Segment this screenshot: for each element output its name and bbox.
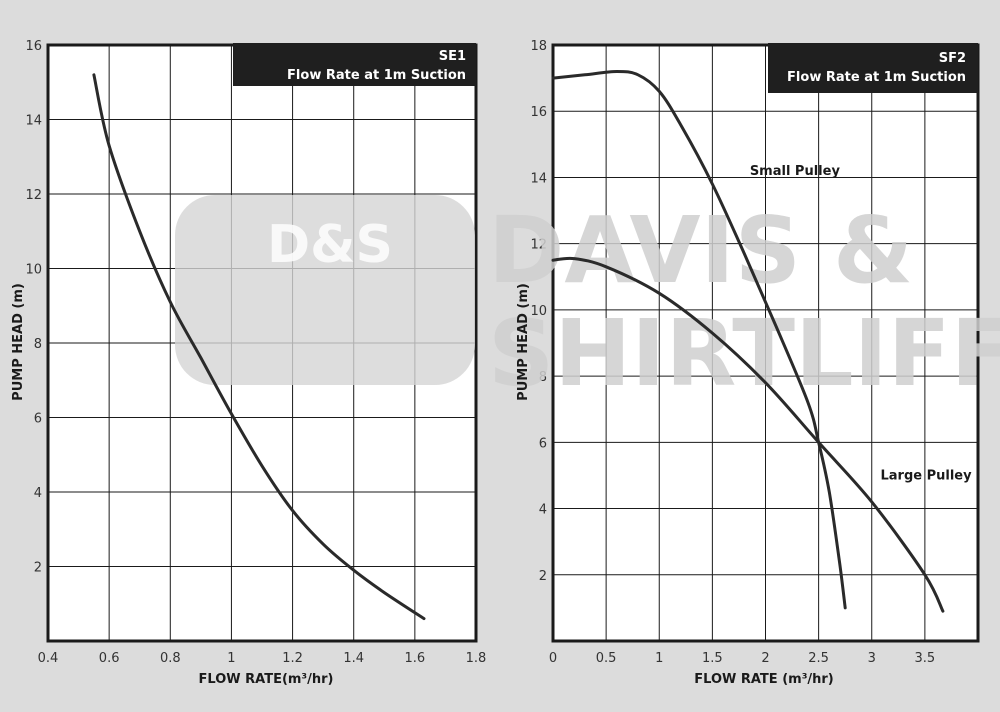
sf2-y-tick-label: 10	[530, 304, 547, 319]
sf2-series-annotation: Small Pulley	[750, 164, 841, 179]
sf2-x-tick-label: 2.5	[808, 651, 829, 666]
se1-series	[92, 73, 426, 621]
se1-x-tick-label: 1.4	[343, 651, 364, 666]
se1-y-tick-label: 2	[34, 561, 42, 576]
se1-y-tick-label: 12	[25, 188, 42, 203]
se1-y-tick-label: 14	[25, 114, 42, 129]
sf2-x-tick-label: 0.5	[596, 651, 617, 666]
sf2-x-tick-label: 3.5	[915, 651, 936, 666]
watermark-line2: SHIRTLIFF	[488, 300, 1000, 407]
se1-pump-curve	[92, 73, 426, 621]
sf2-title-box: SF2 Flow Rate at 1m Suction	[768, 43, 978, 93]
sf2-series-annotation: Large Pulley	[881, 468, 973, 483]
sf2-large-pulley-curve	[551, 256, 945, 613]
sf2-y-tick-label: 18	[530, 39, 547, 54]
se1-title-background	[233, 43, 476, 86]
watermark-line1: DAVIS &	[488, 197, 913, 304]
se1-x-ticks: 0.4 0.6 0.8 1 1.2 1.4 1.6 1.8	[38, 651, 487, 666]
se1-y-tick-label: 8	[34, 337, 42, 352]
sf2-y-tick-label: 2	[539, 569, 547, 584]
se1-x-tick-label: 1	[227, 651, 235, 666]
sf2-y-tick-label: 12	[530, 238, 547, 253]
watermark: D&S DAVIS & SHIRTLIFF	[175, 195, 1000, 407]
se1-y-ticks: 2 4 6 8 10 12 14 16	[25, 39, 42, 576]
sf2-series: Small Pulley Large Pulley	[551, 70, 973, 613]
sf2-y-tick-label: 16	[530, 105, 547, 120]
sf2-x-tick-label: 1	[655, 651, 663, 666]
se1-y-tick-label: 4	[34, 486, 42, 501]
se1-subtitle: Flow Rate at 1m Suction	[287, 68, 466, 83]
watermark-logo-shape	[175, 195, 475, 385]
sf2-x-axis-title: FLOW RATE (m³/hr)	[694, 672, 834, 687]
se1-title: SE1	[439, 49, 466, 64]
sf2-x-tick-label: 0	[549, 651, 557, 666]
se1-y-tick-label: 16	[25, 39, 42, 54]
se1-y-axis-title: PUMP HEAD (m)	[11, 283, 26, 401]
watermark-logo-text: D&S	[267, 215, 393, 275]
sf2-x-ticks: 0 0.5 1 1.5 2 2.5 3 3.5	[549, 651, 935, 666]
sf2-x-tick-label: 3	[868, 651, 876, 666]
se1-x-axis-title: FLOW RATE(m³/hr)	[199, 672, 334, 687]
se1-x-tick-label: 1.2	[282, 651, 303, 666]
sf2-title-background	[768, 43, 978, 93]
se1-x-tick-label: 0.6	[99, 651, 120, 666]
sf2-y-tick-label: 4	[539, 503, 547, 518]
sf2-small-pulley-curve	[551, 70, 847, 610]
sf2-y-tick-label: 8	[539, 370, 547, 385]
sf2-y-ticks: 2 4 6 8 10 12 14 16 18	[530, 39, 547, 584]
sf2-y-tick-label: 14	[530, 171, 547, 186]
sf2-y-axis-title: PUMP HEAD (m)	[516, 283, 531, 401]
sf2-x-tick-label: 2	[761, 651, 769, 666]
sf2-subtitle: Flow Rate at 1m Suction	[787, 70, 966, 85]
sf2-frame	[551, 43, 980, 643]
se1-x-tick-label: 0.8	[160, 651, 181, 666]
se1-x-tick-label: 1.6	[405, 651, 426, 666]
se1-x-tick-label: 1.8	[466, 651, 487, 666]
se1-y-tick-label: 6	[34, 412, 42, 427]
se1-y-tick-label: 10	[25, 263, 42, 278]
sf2-title: SF2	[939, 51, 966, 66]
se1-x-tick-label: 0.4	[38, 651, 59, 666]
sf2-x-tick-label: 1.5	[702, 651, 723, 666]
se1-title-box: SE1 Flow Rate at 1m Suction	[233, 43, 476, 86]
sf2-y-tick-label: 6	[539, 436, 547, 451]
